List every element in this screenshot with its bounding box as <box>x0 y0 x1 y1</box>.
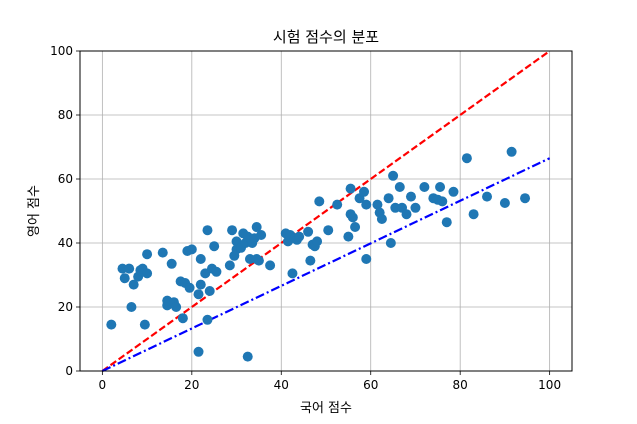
scatter-points <box>106 146 531 362</box>
data-point <box>157 247 168 258</box>
red-reference-line <box>101 50 551 372</box>
data-point <box>435 182 446 192</box>
data-point <box>193 346 204 357</box>
x-tick-label: 100 <box>538 378 561 392</box>
blue-reference-line <box>101 157 551 372</box>
data-point <box>359 186 370 197</box>
data-point <box>332 199 343 210</box>
data-point <box>242 351 253 362</box>
data-point <box>405 191 416 202</box>
data-point <box>441 217 452 228</box>
data-point <box>323 225 334 236</box>
data-point <box>166 258 177 269</box>
data-point <box>303 226 314 237</box>
data-point <box>401 209 412 220</box>
data-point <box>142 268 153 279</box>
data-point <box>468 209 479 220</box>
data-point <box>520 193 531 204</box>
data-point <box>256 230 267 240</box>
data-point <box>126 302 137 312</box>
data-point <box>253 255 264 266</box>
data-point <box>139 319 150 330</box>
data-point <box>251 222 262 232</box>
data-point <box>195 279 206 290</box>
data-point <box>202 314 213 325</box>
data-point <box>119 273 130 284</box>
y-tick-label: 80 <box>58 108 73 122</box>
data-point <box>106 319 117 330</box>
data-point <box>186 244 197 255</box>
plot-frame <box>79 50 573 372</box>
x-axis-ticks: 0 20 40 60 80 100 <box>99 371 561 392</box>
x-tick-label: 0 <box>99 378 107 392</box>
data-point <box>372 199 383 210</box>
data-point <box>128 279 139 290</box>
data-point <box>394 182 405 192</box>
y-tick-label: 60 <box>58 172 73 186</box>
data-point <box>388 170 399 181</box>
data-point <box>184 282 195 293</box>
data-point <box>314 196 325 207</box>
data-point <box>171 302 182 312</box>
data-point <box>312 236 323 247</box>
data-point <box>482 191 493 202</box>
data-point <box>202 225 213 236</box>
data-point <box>437 196 448 207</box>
y-axis-label: 영어 점수 <box>27 185 42 237</box>
data-point <box>383 193 394 204</box>
data-point <box>345 183 356 194</box>
chart-title: 시험 점수의 분포 <box>273 28 379 46</box>
data-point <box>506 146 517 157</box>
data-point <box>361 199 372 210</box>
data-point <box>193 289 204 300</box>
data-point <box>204 286 215 296</box>
data-point <box>448 186 459 197</box>
data-point <box>499 198 510 208</box>
data-point <box>410 202 421 213</box>
data-point <box>177 313 188 324</box>
data-point <box>350 222 361 232</box>
x-axis-label: 국어 점수 <box>300 401 352 416</box>
x-tick-label: 20 <box>184 378 199 392</box>
data-point <box>343 231 354 242</box>
y-tick-label: 20 <box>58 300 73 314</box>
data-point <box>209 241 220 252</box>
data-point <box>461 153 472 164</box>
data-point <box>419 182 430 192</box>
data-point <box>294 231 305 242</box>
data-point <box>305 255 316 266</box>
y-axis-ticks: 0 20 40 60 80 100 <box>50 44 80 378</box>
x-tick-label: 80 <box>453 378 468 392</box>
data-point <box>361 254 372 264</box>
data-point <box>195 254 206 264</box>
data-point <box>227 225 238 236</box>
y-tick-label: 0 <box>65 364 73 378</box>
data-point <box>347 212 358 223</box>
data-point <box>385 238 396 248</box>
y-tick-label: 40 <box>58 236 73 250</box>
x-tick-label: 40 <box>274 378 289 392</box>
data-point <box>376 214 387 224</box>
data-point <box>224 260 235 271</box>
data-point <box>211 266 222 277</box>
data-point <box>142 249 153 260</box>
data-point <box>287 268 298 279</box>
y-tick-label: 100 <box>50 44 73 58</box>
data-point <box>265 260 276 271</box>
reference-lines <box>101 50 551 372</box>
data-point <box>124 263 135 274</box>
x-tick-label: 60 <box>363 378 378 392</box>
